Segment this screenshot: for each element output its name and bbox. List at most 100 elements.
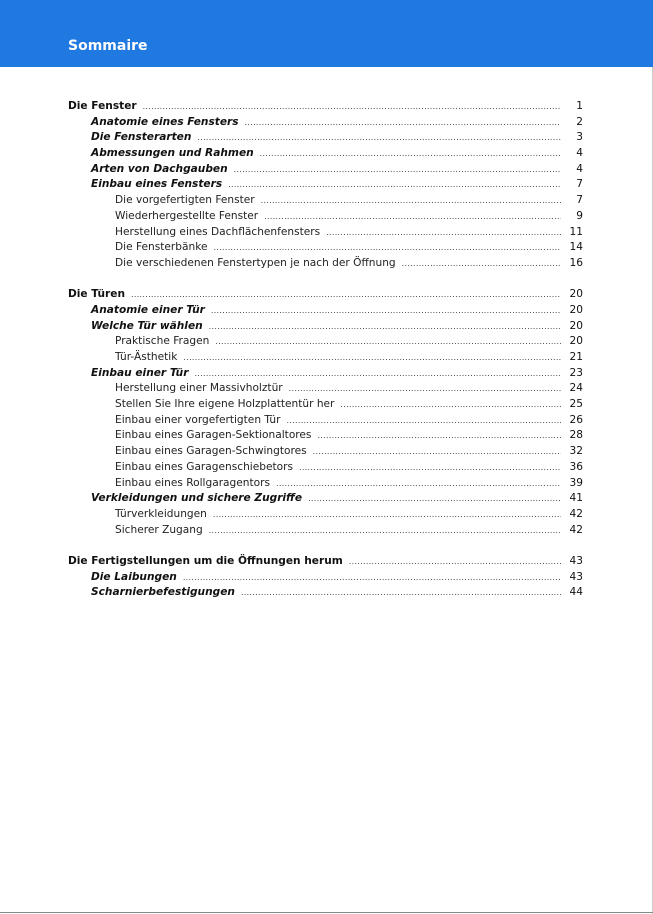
toc-section: Die Türen20Anatomie einer Tür20Welche Tü… (68, 287, 583, 538)
toc-entry[interactable]: Die Türen 20 (68, 287, 583, 303)
toc-entry-title: Einbau eines Rollgaragentors (115, 476, 271, 489)
dot-leader (326, 225, 561, 241)
toc-entry-page: 20 (569, 319, 583, 332)
toc-entry[interactable]: Abmessungen und Rahmen 4 (68, 146, 583, 162)
toc-entry-page: 20 (569, 335, 583, 348)
toc-entry-page: 16 (569, 256, 583, 269)
dot-leader (317, 428, 561, 444)
toc-entry[interactable]: Einbau eines Rollgaragentors 39 (68, 476, 583, 492)
toc-entry-title: Einbau eines Garagen-Schwingtores (115, 445, 307, 458)
toc-entry[interactable]: Verkleidungen und sichere Zugriffe 41 (68, 491, 583, 507)
dot-leader (245, 115, 561, 131)
page-title: Sommaire (68, 38, 148, 54)
toc-entry-title: Die Türen (68, 288, 126, 301)
toc-entry-title: Die verschiedenen Fenstertypen je nach d… (115, 256, 396, 269)
dot-leader (289, 381, 561, 397)
dot-leader (209, 523, 561, 539)
toc-entry[interactable]: Stellen Sie Ihre eigene Holzplattentür h… (68, 397, 583, 413)
toc-entry[interactable]: Welche Tür wählen 20 (68, 319, 583, 335)
dot-leader (260, 146, 561, 162)
toc-entry-page: 9 (576, 209, 583, 222)
toc-entry-title: Einbau eines Garagen-Sektionaltores (115, 429, 312, 442)
toc-entry[interactable]: Die Fensterbänke 14 (68, 240, 583, 256)
toc-entry-page: 4 (576, 147, 583, 160)
dot-leader (349, 554, 561, 570)
toc-entry[interactable]: Die Fertigstellungen um die Öffnungen he… (68, 554, 583, 570)
toc-entry[interactable]: Wiederhergestellte Fenster 9 (68, 209, 583, 225)
toc-entry-page: 11 (569, 225, 583, 238)
dot-leader (143, 99, 561, 115)
toc-entry[interactable]: Die Fensterarten 3 (68, 130, 583, 146)
toc-entry[interactable]: Einbau einer vorgefertigten Tür 26 (68, 413, 583, 429)
toc-section: Die Fenster1Anatomie eines Fensters 2 Die … (68, 99, 583, 272)
toc-entry-page: 2 (576, 115, 583, 128)
dot-leader (209, 319, 561, 335)
toc-entry-page: 26 (569, 413, 583, 426)
toc-entry-title: Herstellung einer Massivholztür (115, 382, 283, 395)
toc-section: Die Fertigstellungen um die Öffnungen he… (68, 554, 583, 601)
toc-entry-title: Die Laibungen (91, 570, 177, 583)
toc-entry-title: Praktische Fragen (115, 335, 210, 348)
dot-leader (131, 287, 561, 303)
toc-entry-title: Sicherer Zugang (115, 523, 203, 536)
dot-leader (197, 130, 561, 146)
toc-entry-page: 39 (569, 476, 583, 489)
toc-entry-page: 42 (569, 507, 583, 520)
toc-entry[interactable]: Anatomie einer Tür 20 (68, 303, 583, 319)
header-banner: Sommaire (0, 0, 653, 67)
dot-leader (234, 162, 561, 178)
toc-entry-page: 20 (569, 303, 583, 316)
table-of-contents: Die Fenster1Anatomie eines Fensters 2 Die … (68, 99, 583, 617)
toc-entry-page: 23 (569, 366, 583, 379)
dot-leader (228, 177, 561, 193)
toc-entry-page: 25 (569, 398, 583, 411)
toc-entry-title: Die Fensterbänke (115, 241, 208, 254)
dot-leader (215, 334, 561, 350)
toc-entry[interactable]: Tür-Ästhetik 21 (68, 350, 583, 366)
dot-leader (264, 209, 561, 225)
toc-entry[interactable]: Herstellung eines Dachflächenfensters 11 (68, 225, 583, 241)
toc-entry[interactable]: Die vorgefertigten Fenster 7 (68, 193, 583, 209)
dot-leader (211, 303, 561, 319)
toc-entry[interactable]: Praktische Fragen 20 (68, 334, 583, 350)
toc-entry-page: 44 (569, 586, 583, 599)
toc-entry-title: Türverkleidungen (115, 507, 207, 520)
toc-entry-page: 20 (569, 288, 583, 301)
dot-leader (276, 476, 561, 492)
toc-entry[interactable]: Die verschiedenen Fenstertypen je nach d… (68, 256, 583, 272)
toc-entry-title: Scharnierbefestigungen (91, 586, 235, 599)
toc-entry[interactable]: Einbau eines Fensters 7 (68, 177, 583, 193)
dot-leader (287, 413, 562, 429)
toc-entry-title: Welche Tür wählen (91, 319, 203, 332)
toc-entry[interactable]: Einbau eines Garagen-Schwingtores 32 (68, 444, 583, 460)
toc-entry[interactable]: Scharnierbefestigungen 44 (68, 585, 583, 601)
toc-entry-page: 7 (576, 194, 583, 207)
toc-entry-title: Die Fertigstellungen um die Öffnungen he… (68, 554, 343, 567)
dot-leader (241, 585, 561, 601)
dot-leader (213, 507, 561, 523)
toc-entry-title: Verkleidungen und sichere Zugriffe (91, 492, 303, 505)
toc-entry-page: 14 (569, 241, 583, 254)
toc-entry-title: Abmessungen und Rahmen (91, 147, 254, 160)
toc-entry[interactable]: Herstellung einer Massivholztür 24 (68, 381, 583, 397)
toc-entry[interactable]: Einbau einer Tür 23 (68, 366, 583, 382)
dot-leader (340, 397, 561, 413)
toc-entry-title: Wiederhergestellte Fenster (115, 209, 259, 222)
toc-entry[interactable]: Anatomie eines Fensters 2 (68, 115, 583, 131)
dot-leader (402, 256, 561, 272)
toc-entry[interactable]: Einbau eines Garagenschiebetors 36 (68, 460, 583, 476)
toc-entry-title: Anatomie eines Fensters (91, 115, 239, 128)
toc-entry-title: Stellen Sie Ihre eigene Holzplattentür h… (115, 398, 335, 411)
toc-entry-page: 24 (569, 382, 583, 395)
toc-entry-page: 4 (576, 162, 583, 175)
dot-leader (194, 366, 561, 382)
toc-entry[interactable]: Sicherer Zugang 42 (68, 523, 583, 539)
toc-entry[interactable]: Die Laibungen 43 (68, 570, 583, 586)
toc-entry[interactable]: Die Fenster 1 (68, 99, 583, 115)
toc-entry[interactable]: Türverkleidungen 42 (68, 507, 583, 523)
toc-entry[interactable]: Einbau eines Garagen-Sektionaltores 28 (68, 428, 583, 444)
toc-entry[interactable]: Arten von Dachgauben 4 (68, 162, 583, 178)
toc-entry-title: Einbau einer Tür (91, 366, 189, 379)
toc-entry-page: 43 (569, 570, 583, 583)
dot-leader (313, 444, 561, 460)
